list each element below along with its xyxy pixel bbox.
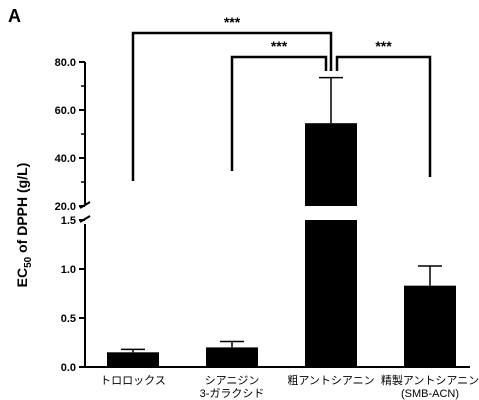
y-axis-label: EC50 of DPPH (g/L) bbox=[14, 163, 34, 288]
category-label-1-line2: 3-ガラクシド bbox=[200, 387, 265, 400]
y-tick-label-lower-1: 0.5 bbox=[61, 313, 76, 325]
y-axis-label-prefix: EC bbox=[14, 268, 30, 287]
significance-brackets: *** *** *** bbox=[131, 14, 432, 181]
significance-label-1: *** bbox=[271, 38, 288, 54]
bar-3 bbox=[404, 285, 456, 367]
y-tick-label-upper-2: 60.0 bbox=[55, 105, 76, 117]
y-tick-label-upper-3: 80.0 bbox=[55, 57, 76, 69]
y-axis-label-subscript: 50 bbox=[23, 256, 34, 268]
category-label-3: 精製アントシアニン bbox=[381, 373, 479, 387]
significance-label-2: *** bbox=[375, 38, 392, 54]
significance-bracket-2 bbox=[335, 55, 432, 177]
significance-bracket-1 bbox=[230, 55, 328, 171]
bar-1 bbox=[206, 347, 258, 367]
category-label-1: シアニジン bbox=[205, 375, 260, 387]
category-label-2: 粗アントシアニン bbox=[287, 374, 374, 387]
category-label-3-line2: (SMB-ACN) bbox=[401, 388, 459, 400]
bar-2-upper bbox=[305, 123, 357, 206]
y-tick-label-lower-2: 1.0 bbox=[61, 264, 76, 276]
panel-label: A bbox=[8, 6, 21, 26]
y-tick-label-upper-0: 20.0 bbox=[55, 201, 76, 213]
category-label-0: トロロックス bbox=[100, 374, 166, 387]
significance-bracket-0 bbox=[131, 31, 333, 181]
bar-0 bbox=[107, 352, 159, 367]
bar-2-lower bbox=[305, 220, 357, 367]
y-tick-label-lower-0: 0.0 bbox=[61, 362, 76, 374]
significance-label-0: *** bbox=[224, 14, 241, 30]
bars bbox=[107, 76, 456, 367]
axes: 20.0 40.0 60.0 80.0 0.0 0.5 1.0 1.5 トロロックス シアニジン3… bbox=[55, 57, 479, 400]
y-tick-label-lower-3: 1.5 bbox=[61, 215, 76, 227]
y-axis-label-suffix: of DPPH (g/L) bbox=[14, 163, 30, 257]
y-tick-label-upper-1: 40.0 bbox=[55, 153, 76, 165]
